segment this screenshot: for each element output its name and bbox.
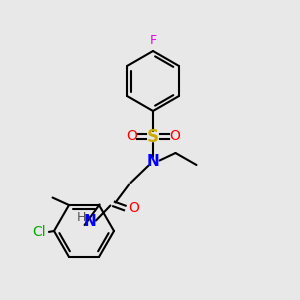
Text: F: F <box>149 34 157 46</box>
Text: O: O <box>169 130 180 143</box>
Text: O: O <box>126 130 137 143</box>
Text: O: O <box>129 202 140 215</box>
Text: S: S <box>147 128 159 146</box>
Text: H: H <box>77 211 86 224</box>
Text: Cl: Cl <box>32 226 46 239</box>
Text: N: N <box>147 154 159 169</box>
Text: N: N <box>84 214 96 230</box>
